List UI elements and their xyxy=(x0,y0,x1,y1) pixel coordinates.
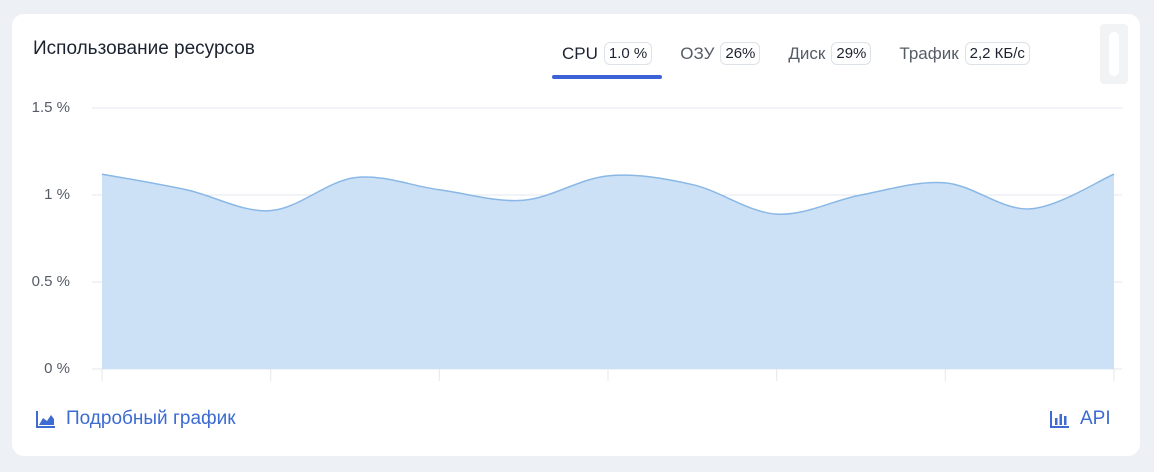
api-text: API xyxy=(1080,408,1111,429)
tab-label: CPU xyxy=(562,43,598,63)
tab[interactable]: Диск 29% xyxy=(778,42,881,79)
api-link[interactable]: API xyxy=(1050,408,1111,430)
tabs: CPU 1.0 % ОЗУ 26% Диск 29% Трафик 2,2 КБ/с xyxy=(552,42,1048,79)
tab-value: 26% xyxy=(720,42,761,65)
tab[interactable]: ОЗУ 26% xyxy=(670,42,770,79)
tab-label: ОЗУ xyxy=(680,43,715,63)
tab-value: 1.0 % xyxy=(603,42,653,65)
tab-label: Диск xyxy=(788,43,826,63)
scrollbar xyxy=(1100,24,1128,84)
chart-icon xyxy=(36,411,55,428)
tab[interactable]: Трафик 2,2 КБ/с xyxy=(889,42,1040,79)
card-title: Использование ресурсов xyxy=(33,38,255,59)
tab-label: Трафик xyxy=(899,43,959,63)
tab-value: 2,2 КБ/с xyxy=(964,42,1030,65)
bars-icon xyxy=(1050,411,1069,428)
tab[interactable]: CPU 1.0 % xyxy=(552,42,663,79)
details-link[interactable]: Подробный график xyxy=(36,408,236,430)
details-text: Подробный график xyxy=(66,408,236,429)
resource-card: Использование ресурсов CPU 1.0 % ОЗУ 26% Дис… xyxy=(12,14,1140,456)
tab-value: 29% xyxy=(831,42,872,65)
